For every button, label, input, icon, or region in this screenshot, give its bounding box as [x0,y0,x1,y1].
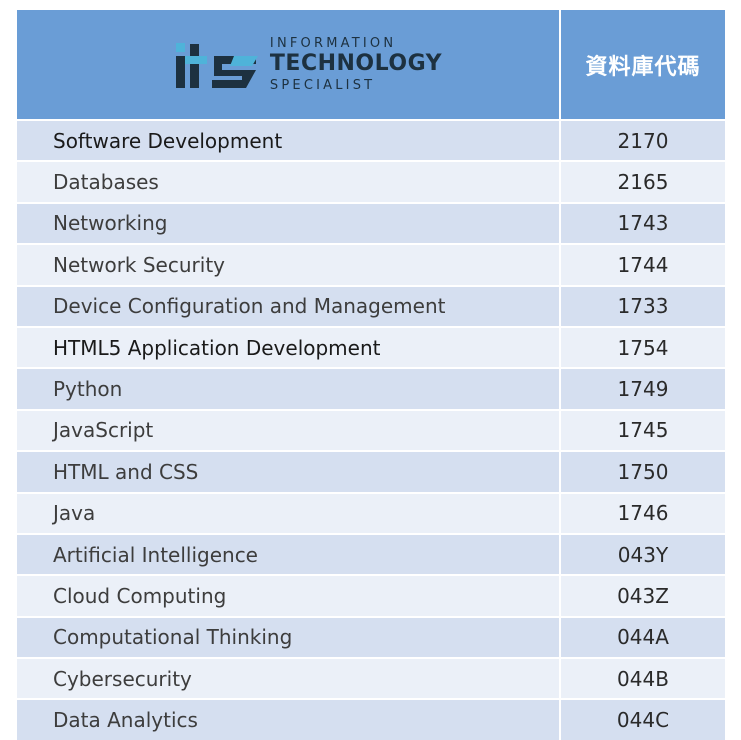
row-name: Data Analytics [17,700,561,740]
row-code: 044A [561,617,725,658]
row-code: 2170 [561,121,725,161]
header-code-column: 資料庫代碼 [561,10,725,119]
exam-code-table: INFORMATION TECHNOLOGY SPECIALIST 資料庫代碼 … [17,10,725,740]
row-name: JavaScript [17,410,561,451]
row-code: 043Z [561,576,725,616]
row-name: Artificial Intelligence [17,534,561,575]
row-code: 1749 [561,369,725,409]
row-name: HTML5 Application Development [17,327,561,368]
row-code: 2165 [561,162,725,202]
row-code: 044C [561,700,725,740]
row-code: 1746 [561,493,725,533]
header-logo-cell: INFORMATION TECHNOLOGY SPECIALIST [17,10,561,119]
row-code: 1733 [561,286,725,326]
logo-text-information: INFORMATION [269,36,397,51]
row-code: 1745 [561,410,725,451]
row-name: Cloud Computing [17,576,561,616]
logo-text-technology: TECHNOLOGY [269,51,443,76]
row-name: Software Development [17,121,561,161]
row-name: HTML and CSS [17,452,561,492]
logo-text-specialist: SPECIALIST [269,78,376,93]
its-logo: INFORMATION TECHNOLOGY SPECIALIST [174,37,442,92]
row-code: 1743 [561,203,725,244]
row-name: Java [17,493,561,533]
row-name: Cybersecurity [17,659,561,699]
row-name: Device Configuration and Management [17,286,561,326]
row-name: Networking [17,203,561,244]
row-code: 1750 [561,452,725,492]
row-code: 1754 [561,327,725,368]
row-code: 1744 [561,245,725,285]
row-code: 043Y [561,534,725,575]
row-name: Databases [17,162,561,202]
row-name: Network Security [17,245,561,285]
row-code: 044B [561,659,725,699]
row-name: Computational Thinking [17,617,561,658]
row-name: Python [17,369,561,409]
its-logo-mark-icon [175,42,258,88]
